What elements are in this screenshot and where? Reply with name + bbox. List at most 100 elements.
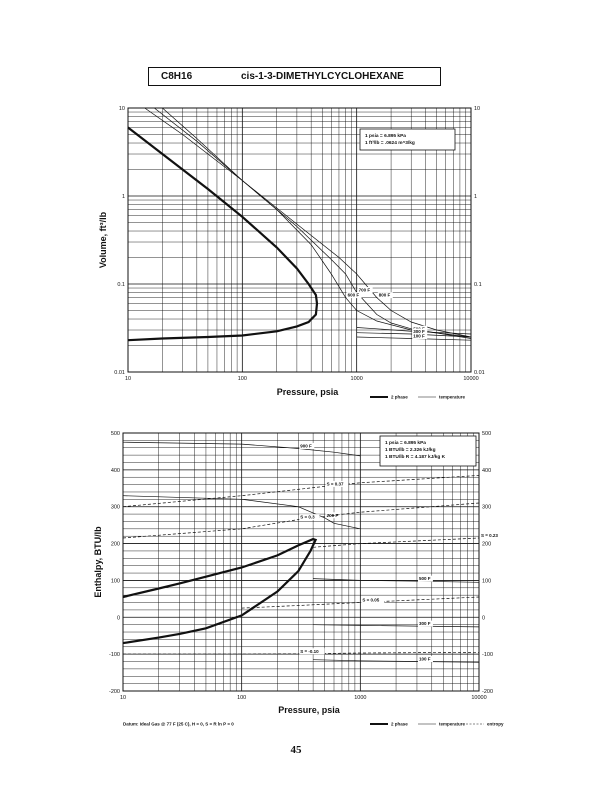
curve-label: 100 F bbox=[419, 657, 431, 662]
curve-label: 300 F bbox=[419, 621, 431, 626]
legend-label: temperature bbox=[439, 395, 466, 400]
x-tick-label: 10 bbox=[125, 376, 131, 382]
x-tick-label: 1000 bbox=[354, 695, 366, 701]
x-tick-label: 100 bbox=[237, 695, 246, 701]
curve-label-bg bbox=[417, 575, 433, 582]
curve-label: S = 0.37 bbox=[327, 481, 344, 486]
series-900-f bbox=[122, 441, 361, 457]
y-tick-label: 100 bbox=[111, 578, 120, 584]
x-tick-label: 10000 bbox=[463, 376, 478, 382]
plot-frame bbox=[122, 432, 480, 692]
curve-label: 100 F bbox=[413, 334, 425, 339]
x-tick-label: 10000 bbox=[471, 695, 486, 701]
series-300-f bbox=[313, 624, 480, 628]
y-tick-label: -200 bbox=[109, 689, 120, 695]
compound-name: cis-1-3-DIMETHYLCYCLOHEXANE bbox=[241, 71, 404, 82]
conversion-line: 1 BTU/lb R = 4.187 kJ/kg K bbox=[385, 454, 446, 460]
y-tick-label-right: 1 bbox=[474, 194, 477, 200]
y-tick-label-right: -100 bbox=[482, 652, 493, 658]
conversion-line: 1 psia = 6.895 kPa bbox=[385, 440, 426, 446]
curve-label-bg bbox=[325, 480, 349, 487]
series-800-f bbox=[144, 107, 472, 338]
series-s-0-3 bbox=[122, 502, 480, 539]
x-axis-label: Pressure, psia bbox=[278, 705, 341, 715]
y-tick-label-right: 100 bbox=[482, 578, 491, 584]
y-tick-label: 1 bbox=[122, 194, 125, 200]
datum-note: Datum: Ideal Gas @ 77 F (25 C), H = 0, S… bbox=[123, 722, 234, 727]
curve-label: 900 F bbox=[300, 443, 312, 448]
page-number: 45 bbox=[290, 744, 302, 756]
y-tick-label: 400 bbox=[111, 468, 120, 474]
curve-label-bg bbox=[480, 532, 503, 539]
legend-label: 2 phase bbox=[391, 722, 408, 727]
title-box: C8H16 cis-1-3-DIMETHYLCYCLOHEXANE bbox=[148, 67, 441, 86]
x-tick-label: 10 bbox=[120, 695, 126, 701]
conversion-line: 1 ft³/lb = .0624 m^3/kg bbox=[365, 140, 415, 146]
y-tick-label-right: 500 bbox=[482, 431, 491, 437]
x-axis-label: Pressure, psia bbox=[277, 387, 340, 397]
y-tick-label-right: 0.1 bbox=[474, 282, 482, 288]
series-700-f bbox=[154, 107, 472, 339]
volume-pressure-chart: 10 100 1000 100000.010.11100.010.1110Pressu… bbox=[98, 106, 485, 400]
series-500-f bbox=[313, 578, 480, 583]
y-tick-label: -100 bbox=[109, 652, 120, 658]
y-tick-label: 200 bbox=[111, 542, 120, 548]
series-100-f bbox=[313, 659, 480, 663]
curve-label: 600 F bbox=[348, 293, 360, 298]
series-s-0-05 bbox=[241, 596, 480, 609]
curve-label-bg bbox=[417, 656, 433, 663]
series-600-f bbox=[162, 107, 472, 338]
y-tick-label: 300 bbox=[111, 505, 120, 511]
legend-label: entropy bbox=[487, 722, 504, 727]
series-s-0-23 bbox=[313, 537, 480, 548]
y-tick-label-right: 400 bbox=[482, 468, 491, 474]
curve-label-bg bbox=[357, 287, 373, 294]
curve-label: S = 0.05 bbox=[362, 598, 379, 603]
y-tick-label: 10 bbox=[119, 106, 125, 112]
series-s-0-37 bbox=[122, 475, 480, 508]
y-tick-label-right: 10 bbox=[474, 106, 480, 112]
curve-label-bg bbox=[417, 620, 433, 627]
conversion-box bbox=[359, 128, 456, 151]
series-2phase bbox=[127, 126, 319, 342]
curve-label: 500 F bbox=[419, 576, 431, 581]
y-tick-label-right: 0.01 bbox=[474, 370, 485, 376]
curve-label-bg bbox=[346, 292, 362, 299]
legend-label: 2 phase bbox=[391, 395, 408, 400]
series-2phase bbox=[122, 537, 318, 645]
series-700-f bbox=[122, 495, 361, 530]
curve-label-bg bbox=[361, 597, 385, 604]
series-300-f bbox=[356, 332, 472, 338]
curve-label: 300 F bbox=[413, 329, 425, 334]
curve-label: S = 0.3 bbox=[300, 515, 315, 520]
y-tick-label-right: 300 bbox=[482, 505, 491, 511]
curve-label: 700 F bbox=[359, 288, 371, 293]
y-axis-label: Enthalpy, BTU/lb bbox=[93, 526, 103, 598]
legend-label: temperature bbox=[439, 722, 466, 727]
y-tick-label-right: -200 bbox=[482, 689, 493, 695]
y-tick-label: 0.01 bbox=[114, 370, 125, 376]
x-tick-label: 1000 bbox=[351, 376, 363, 382]
y-tick-label: 0.1 bbox=[117, 282, 125, 288]
conversion-line: 1 BTU/lb = 2.326 kJ/kg bbox=[385, 447, 436, 453]
plot-frame bbox=[127, 107, 472, 373]
conversion-line: 1 psia = 6.895 kPa bbox=[365, 133, 406, 139]
curve-label-bg bbox=[412, 328, 428, 335]
curve-label-bg bbox=[377, 292, 393, 299]
y-tick-label: 500 bbox=[111, 431, 120, 437]
curve-label: 800 F bbox=[379, 293, 391, 298]
series-s-0-10 bbox=[123, 651, 480, 655]
curve-label-bg bbox=[299, 442, 315, 449]
curve-label-bg bbox=[299, 648, 325, 655]
x-tick-label: 100 bbox=[238, 376, 247, 382]
curve-label-bg bbox=[412, 333, 428, 340]
conversion-box bbox=[379, 435, 477, 467]
y-axis-label: Volume, ft³/lb bbox=[98, 211, 108, 268]
curve-label: S = 0.23 bbox=[481, 533, 498, 538]
series-500-f bbox=[356, 327, 472, 335]
curve-label-bg bbox=[299, 514, 320, 521]
curve-label: S = -0.10 bbox=[300, 649, 319, 654]
y-tick-label-right: 0 bbox=[482, 615, 485, 621]
y-tick-label: 0 bbox=[117, 615, 120, 621]
